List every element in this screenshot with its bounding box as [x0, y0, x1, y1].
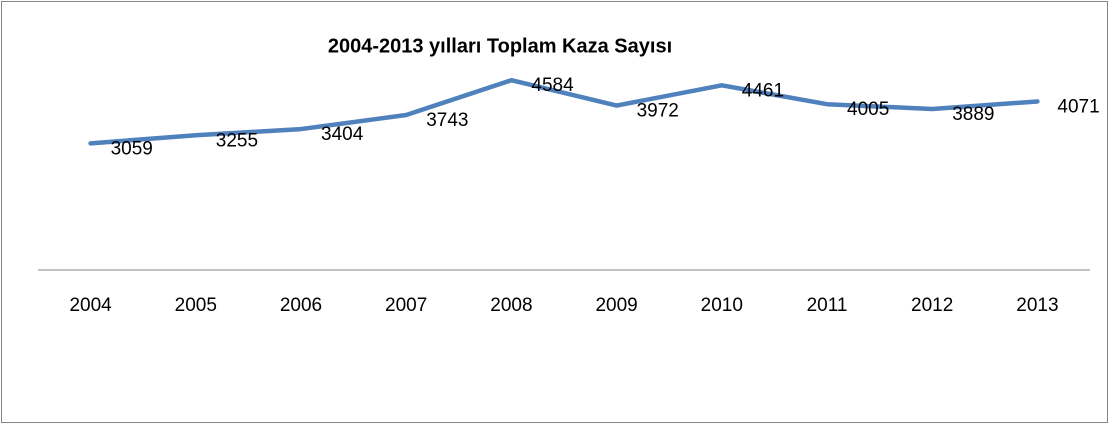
data-label: 3972	[637, 101, 679, 122]
data-label: 3059	[111, 138, 153, 159]
x-tick-label: 2005	[175, 295, 217, 316]
chart-title: 2004-2013 yılları Toplam Kaza Sayısı	[328, 35, 672, 57]
x-tick-label: 2007	[385, 295, 427, 316]
data-label: 3255	[216, 130, 258, 151]
x-tick-label: 2006	[280, 295, 322, 316]
x-tick-label: 2004	[69, 295, 112, 316]
data-label: 4071	[1057, 96, 1099, 117]
data-label: 3743	[426, 110, 468, 131]
x-tick-label: 2013	[1016, 295, 1058, 316]
x-tick-label: 2011	[807, 295, 848, 316]
data-line	[88, 77, 1040, 146]
x-tick-label: 2010	[701, 295, 743, 316]
data-label: 3889	[952, 104, 994, 125]
data-label: 4005	[847, 99, 889, 120]
data-label: 4584	[531, 75, 574, 96]
data-label: 3404	[321, 124, 364, 145]
x-tick-label: 2008	[490, 295, 532, 316]
x-tick-label: 2012	[911, 295, 953, 316]
x-tick-label: 2009	[595, 295, 637, 316]
data-label: 4461	[742, 80, 784, 101]
